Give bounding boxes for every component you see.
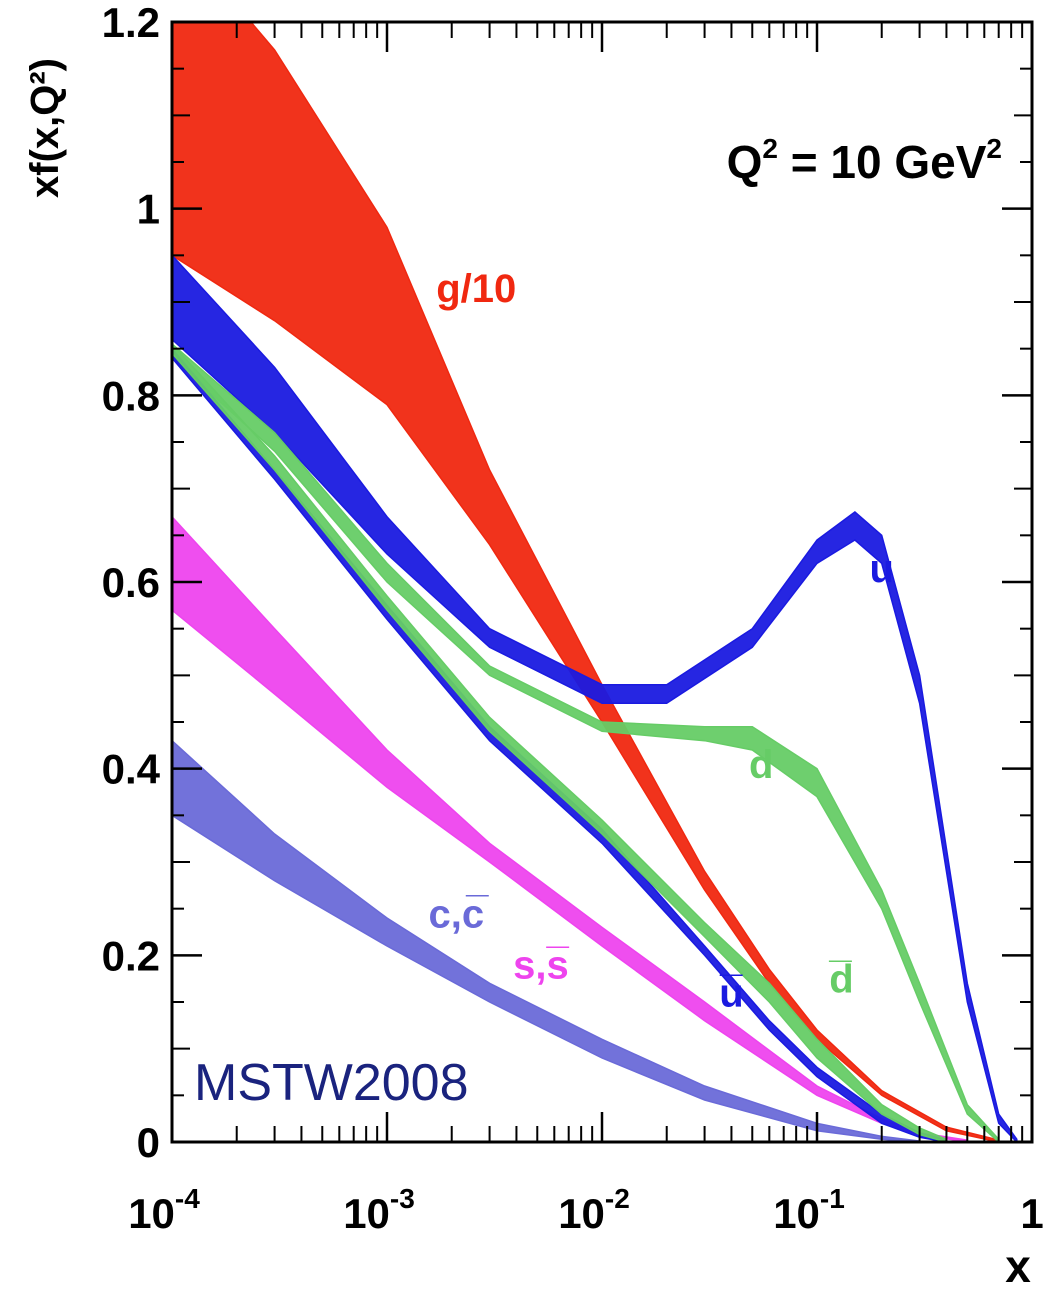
y-tick-label: 1 [137, 186, 160, 233]
y-tick-label: 1.2 [102, 0, 160, 46]
series-label-c-c-4: c,c̅ [428, 892, 489, 936]
band-d-6 [172, 342, 948, 1142]
series-label-u-5: u̅ [719, 972, 743, 1016]
band-s-s-3 [172, 515, 969, 1142]
watermark-mstw2008: MSTW2008 [194, 1054, 469, 1112]
x-tick-label: 10-4 [128, 1183, 200, 1237]
pdf-bands [172, 22, 1018, 1142]
series-label-s-s-3: s,s̅ [513, 944, 570, 988]
series-labels: g/10 u d s,s̅ c,c̅ u̅ d̅ [428, 267, 893, 1016]
x-tick-label: 1 [1020, 1190, 1043, 1237]
axis-ticks: 10-4 10-3 10-2 10-1 1 0 0.2 0.4 0.6 0.8 1 1.2 [102, 0, 1044, 1237]
band-c-c-4 [172, 739, 921, 1142]
series-label-g-10-0: g/10 [436, 267, 516, 311]
band-u-1 [172, 254, 1018, 1142]
band-d-2 [172, 343, 1000, 1142]
series-label-u-1: u [870, 547, 894, 591]
y-tick-label: 0.4 [102, 746, 161, 793]
x-tick-label: 10-3 [343, 1183, 415, 1237]
x-tick-label: 10-1 [773, 1183, 845, 1237]
y-tick-label: 0.8 [102, 372, 160, 419]
series-label-d-2: d [749, 743, 773, 787]
y-tick-label: 0.2 [102, 932, 160, 979]
series-label-d-6: d̅ [829, 958, 854, 1002]
x-axis-label: x [1005, 1240, 1031, 1291]
annotation-q2: Q2 = 10 GeV2 [727, 133, 1002, 188]
y-tick-label: 0 [137, 1119, 160, 1166]
y-tick-label: 0.6 [102, 559, 160, 606]
y-axis-label: xf(x,Q²) [23, 58, 67, 198]
band-g-10-0 [172, 22, 1000, 1142]
x-tick-label: 10-2 [558, 1183, 630, 1237]
